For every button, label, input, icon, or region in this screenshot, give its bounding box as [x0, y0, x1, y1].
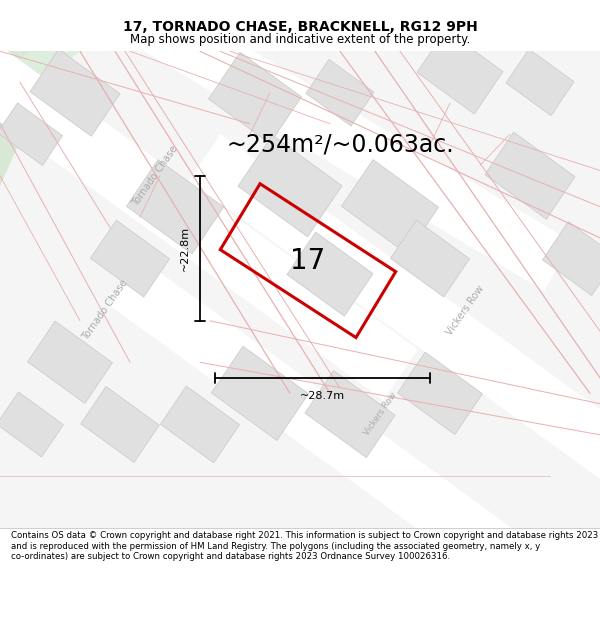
Polygon shape	[391, 220, 470, 297]
Polygon shape	[0, 0, 418, 400]
Polygon shape	[238, 135, 342, 237]
Text: ~254m²/~0.063ac.: ~254m²/~0.063ac.	[226, 132, 454, 156]
Polygon shape	[0, 51, 80, 114]
Polygon shape	[0, 103, 62, 166]
Text: 17: 17	[290, 247, 326, 274]
Polygon shape	[209, 52, 301, 144]
Polygon shape	[160, 386, 239, 463]
Polygon shape	[189, 134, 600, 508]
Text: Tornado Chase: Tornado Chase	[80, 278, 130, 342]
Polygon shape	[341, 159, 439, 254]
Polygon shape	[287, 232, 373, 316]
Polygon shape	[81, 386, 159, 462]
Polygon shape	[398, 352, 482, 434]
Polygon shape	[68, 0, 572, 291]
Text: Map shows position and indicative extent of the property.: Map shows position and indicative extent…	[130, 33, 470, 46]
Polygon shape	[506, 49, 574, 116]
Text: Vickers Row: Vickers Row	[444, 284, 486, 338]
Polygon shape	[211, 346, 308, 441]
Text: ~28.7m: ~28.7m	[300, 391, 345, 401]
Polygon shape	[0, 392, 64, 457]
Polygon shape	[30, 49, 120, 136]
Polygon shape	[28, 321, 112, 404]
Polygon shape	[542, 222, 600, 296]
Polygon shape	[0, 51, 30, 134]
Polygon shape	[91, 220, 170, 297]
Polygon shape	[485, 132, 575, 219]
Polygon shape	[127, 159, 224, 254]
Text: ~22.8m: ~22.8m	[180, 226, 190, 271]
Polygon shape	[306, 59, 374, 126]
Text: 17, TORNADO CHASE, BRACKNELL, RG12 9PH: 17, TORNADO CHASE, BRACKNELL, RG12 9PH	[122, 20, 478, 34]
Text: Vickers Row: Vickers Row	[362, 391, 398, 438]
Text: Contains OS data © Crown copyright and database right 2021. This information is : Contains OS data © Crown copyright and d…	[11, 531, 598, 561]
Polygon shape	[0, 51, 60, 186]
Polygon shape	[305, 371, 395, 458]
Polygon shape	[109, 258, 591, 625]
Polygon shape	[417, 30, 503, 114]
Text: Tornado Chase: Tornado Chase	[130, 144, 179, 208]
